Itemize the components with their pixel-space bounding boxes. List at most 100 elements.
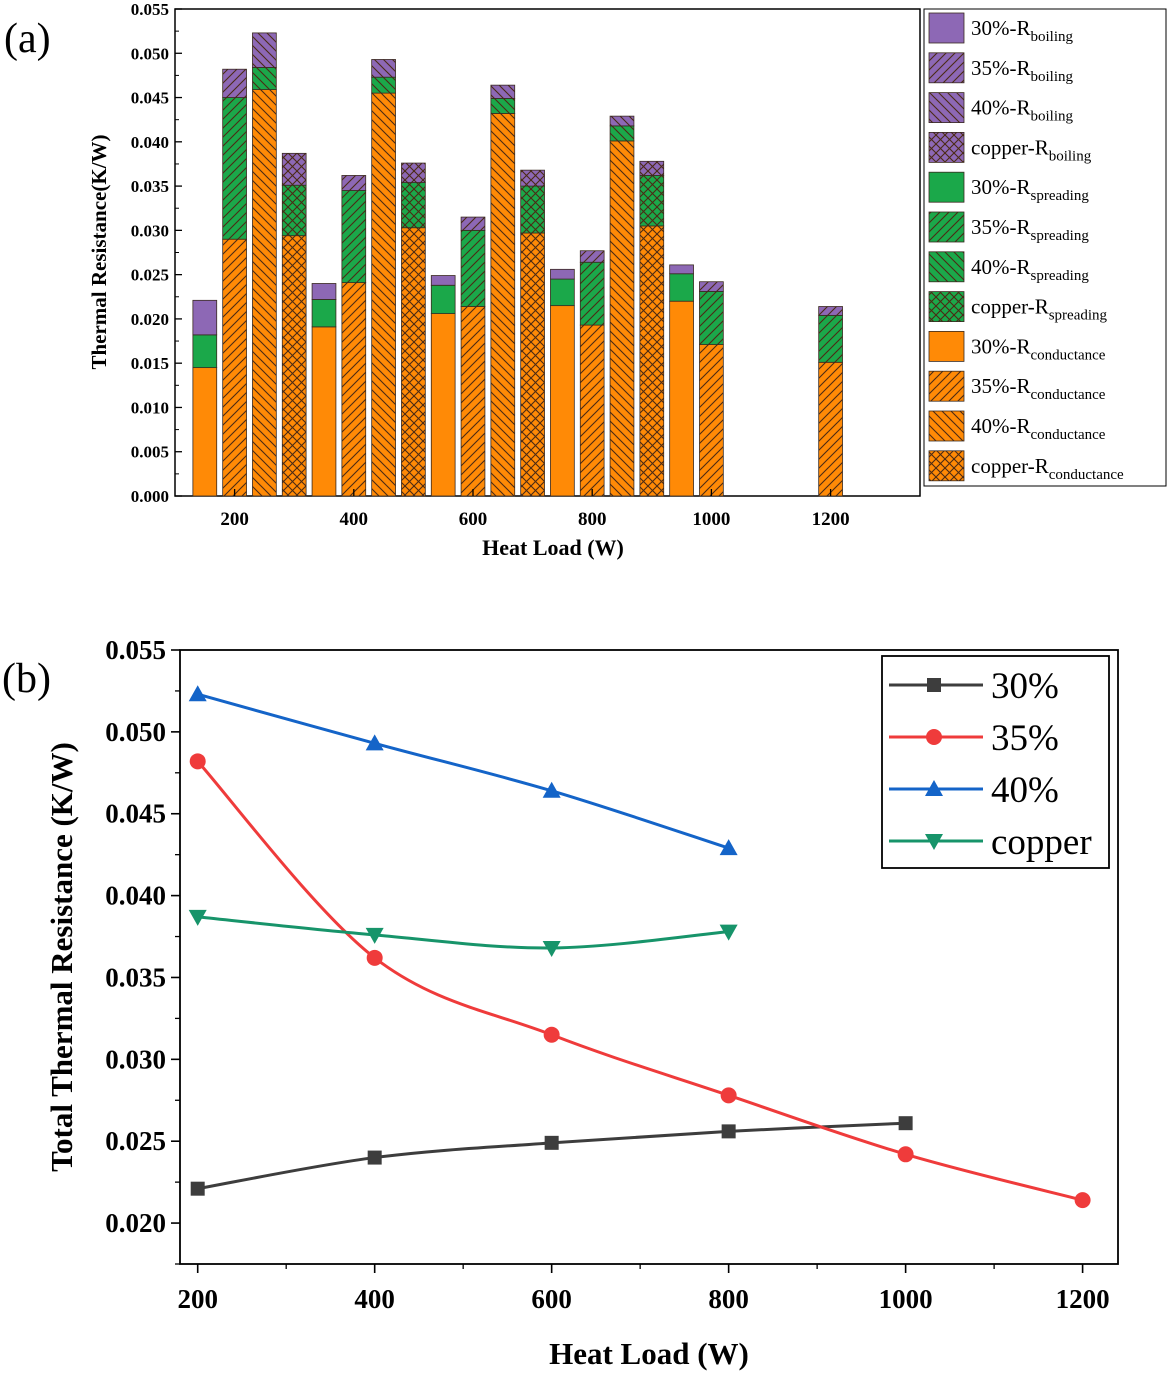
legend-label-base: 35%-R <box>971 56 1031 80</box>
stacked-bar-copper-300 <box>281 152 307 497</box>
bar-segment-conductance <box>699 344 724 497</box>
bar-segment-spreading <box>639 175 665 227</box>
bar-segment-conductance <box>430 313 456 497</box>
legend-label: 40% <box>991 770 1059 811</box>
stacked-bar-40%-650 <box>490 84 516 497</box>
series-line-30% <box>197 1121 906 1191</box>
stacked-bar-40%-850 <box>609 115 635 497</box>
y-tick-label: 0.040 <box>105 881 166 911</box>
legend-label-base: copper-R <box>971 135 1049 159</box>
legend-swatch <box>928 92 965 123</box>
bar-segment-conductance <box>579 324 605 497</box>
bar-segment-spreading <box>669 273 694 302</box>
data-point-40% <box>542 781 561 798</box>
bar-segment-spreading <box>490 98 516 114</box>
legend-label-subscript: boiling <box>1031 69 1074 85</box>
legend-marker <box>927 678 941 692</box>
legend-entry-30%: 30% <box>889 666 1059 707</box>
data-point-40% <box>365 734 384 751</box>
legend-label: copper-Rconductance <box>971 454 1124 483</box>
legend-label-subscript: conductance <box>1049 467 1124 483</box>
y-tick-label: 0.020 <box>131 310 169 329</box>
legend-entry-30pct-spreading: 30%-Rspreading <box>928 171 1089 204</box>
x-tick-label: 200 <box>220 509 249 530</box>
legend-entry-copper-conductance: copper-Rconductance <box>928 450 1124 483</box>
legend-label-subscript: boiling <box>1031 109 1074 125</box>
data-point-30% <box>721 1124 736 1139</box>
stacked-bar-30%-750 <box>550 268 575 497</box>
bar-segment-boiling <box>699 281 724 292</box>
bar-segment-boiling <box>371 59 396 78</box>
data-point-35% <box>543 1026 560 1043</box>
bar-segment-conductance <box>490 113 516 497</box>
legend-label-base: 30%-R <box>971 175 1031 199</box>
series-30% <box>190 1116 913 1196</box>
panel-a-stacked-bar-chart: (a) 0.000 0.005 0.010 0.015 0.020 0.025 0.030 0… <box>4 0 1167 560</box>
legend-swatch <box>928 211 965 243</box>
stacked-bar-35%-1200 <box>818 306 843 497</box>
legend-label: 30%-Rboiling <box>971 16 1074 45</box>
bar-segment-spreading <box>460 229 486 307</box>
data-point-35% <box>1074 1192 1091 1209</box>
y-tick-label: 0.000 <box>131 487 169 506</box>
bar-segment-spreading <box>818 314 843 363</box>
legend-label: 35%-Rboiling <box>971 56 1074 85</box>
legend-entry-40pct-conductance: 40%-Rconductance <box>928 410 1106 443</box>
bar-segment-conductance <box>818 361 843 497</box>
stacked-bar-copper-500 <box>401 162 426 497</box>
data-point-copper <box>365 927 384 944</box>
bar-segment-spreading <box>520 185 545 234</box>
legend-label-subscript: spreading <box>1049 308 1108 324</box>
legend-label-subscript: conductance <box>1031 347 1106 363</box>
panel-a-label: (a) <box>4 16 51 62</box>
bar-segment-conductance <box>520 232 545 497</box>
series-40% <box>188 685 738 856</box>
legend-label-base: 35%-R <box>971 215 1031 239</box>
bar-segment-boiling <box>669 264 694 275</box>
legend-entry-35%: 35% <box>889 718 1059 759</box>
panel-a-legend: 30%-Rboiling35%-Rboiling40%-Rboilingcopp… <box>923 8 1167 487</box>
data-point-30% <box>544 1135 559 1150</box>
panel-b-y-axis-title: Total Thermal Resistance (K/W) <box>44 742 79 1172</box>
bar-segment-conductance <box>252 89 277 497</box>
data-point-35% <box>897 1146 914 1163</box>
panel-a-legend-frame <box>923 8 1167 487</box>
bar-segment-boiling <box>818 306 843 316</box>
stacked-bar-35%-200 <box>222 68 247 497</box>
legend-label-base: copper-R <box>971 454 1049 478</box>
x-tick-label: 800 <box>578 509 607 530</box>
legend-entry-copper-boiling: copper-Rboiling <box>928 131 1092 164</box>
x-tick-label: 1200 <box>1056 1284 1110 1314</box>
y-tick-label: 0.030 <box>105 1044 166 1074</box>
panel-b-label: (b) <box>2 656 51 702</box>
data-point-35% <box>720 1087 737 1104</box>
stacked-bar-30%-350 <box>311 283 337 497</box>
y-tick-label: 0.025 <box>105 1126 166 1156</box>
bar-segment-spreading <box>699 291 724 345</box>
bar-segment-boiling <box>520 169 545 187</box>
x-tick-label: 1200 <box>812 509 850 530</box>
panel-b-line-chart: (b) 0.020 0.025 0.030 0.035 0.040 0.045 0.050 0… <box>2 635 1119 1371</box>
bar-segment-boiling <box>639 160 665 176</box>
panel-b-legend-frame <box>881 655 1110 869</box>
data-point-30% <box>898 1116 913 1131</box>
bar-segment-spreading <box>550 278 575 307</box>
bar-segment-boiling <box>579 250 605 263</box>
bar-segment-spreading <box>371 76 396 94</box>
stacked-bar-copper-900 <box>639 160 665 497</box>
legend-entry-35pct-conductance: 35%-Rconductance <box>928 370 1106 403</box>
legend-swatch <box>928 171 965 203</box>
legend-entry-copper: copper <box>889 822 1092 863</box>
legend-entry-40pct-boiling: 40%-Rboiling <box>928 92 1074 125</box>
x-tick-label: 1000 <box>879 1284 933 1314</box>
legend-label: 40%-Rspreading <box>971 255 1089 284</box>
data-point-30% <box>367 1150 382 1165</box>
stacked-bar-30%-150 <box>192 299 218 497</box>
legend-swatch <box>928 330 965 362</box>
series-copper <box>188 909 738 957</box>
stacked-bar-40%-450 <box>371 59 396 497</box>
stacked-bar-30%-950 <box>669 264 694 497</box>
bar-segment-boiling <box>550 268 575 280</box>
y-tick-label: 0.055 <box>131 0 169 19</box>
legend-entry-30pct-boiling: 30%-Rboiling <box>928 12 1074 45</box>
